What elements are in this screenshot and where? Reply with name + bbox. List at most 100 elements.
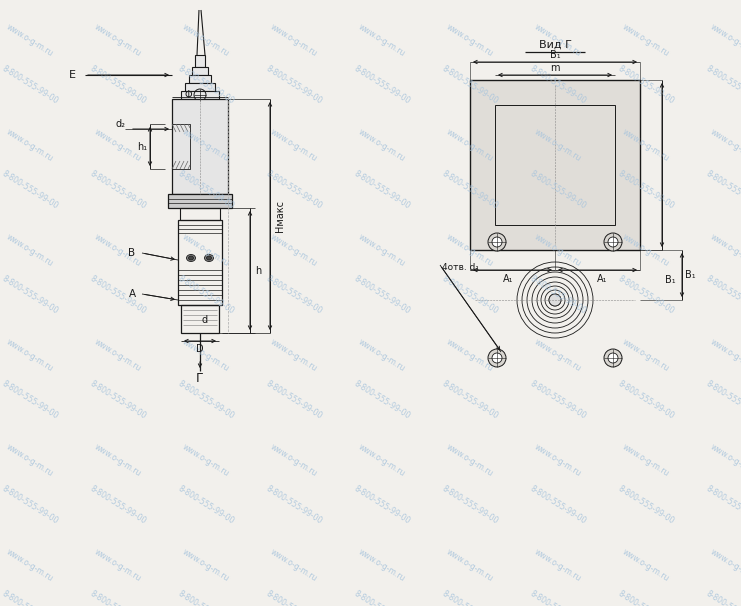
Text: 8-800-555-99-00: 8-800-555-99-00 [440,379,499,421]
Circle shape [608,353,618,363]
Text: www.o-g-m.ru: www.o-g-m.ru [93,442,143,478]
Text: D: D [196,344,204,354]
Text: www.o-g-m.ru: www.o-g-m.ru [357,442,407,478]
Text: 8-800-555-99-00: 8-800-555-99-00 [176,64,236,106]
Circle shape [604,233,622,251]
Text: 8-800-555-99-00: 8-800-555-99-00 [440,484,499,526]
Text: 8-800-555-99-00: 8-800-555-99-00 [265,274,324,316]
Text: www.o-g-m.ru: www.o-g-m.ru [357,547,407,583]
Bar [185,83,215,91]
Text: 8-800-555-99-00: 8-800-555-99-00 [440,589,499,606]
Text: www.o-g-m.ru: www.o-g-m.ru [93,127,143,163]
Text: 8-800-555-99-00: 8-800-555-99-00 [352,274,412,316]
Text: www.o-g-m.ru: www.o-g-m.ru [357,22,407,58]
Text: Вид Г: Вид Г [539,40,571,50]
Circle shape [488,349,506,367]
Text: www.o-g-m.ru: www.o-g-m.ru [181,22,231,58]
Text: 8-800-555-99-00: 8-800-555-99-00 [528,379,588,421]
Text: 8-800-555-99-00: 8-800-555-99-00 [88,379,147,421]
Text: 8-800-555-99-00: 8-800-555-99-00 [617,484,676,526]
Text: 8-800-555-99-00: 8-800-555-99-00 [176,484,236,526]
Text: 8-800-555-99-00: 8-800-555-99-00 [265,379,324,421]
Text: www.o-g-m.ru: www.o-g-m.ru [269,547,319,583]
Text: 8-800-555-99-00: 8-800-555-99-00 [704,64,741,106]
Text: www.o-g-m.ru: www.o-g-m.ru [357,232,407,268]
Circle shape [604,349,622,367]
Text: 8-800-555-99-00: 8-800-555-99-00 [617,64,676,106]
Text: www.o-g-m.ru: www.o-g-m.ru [181,547,231,583]
Text: www.o-g-m.ru: www.o-g-m.ru [709,442,741,478]
Circle shape [492,353,502,363]
Text: www.o-g-m.ru: www.o-g-m.ru [445,232,495,268]
Text: 8-800-555-99-00: 8-800-555-99-00 [0,589,60,606]
Text: 8-800-555-99-00: 8-800-555-99-00 [265,64,324,106]
Text: www.o-g-m.ru: www.o-g-m.ru [93,22,143,58]
Circle shape [492,237,502,247]
Text: www.o-g-m.ru: www.o-g-m.ru [181,127,231,163]
Text: 8-800-555-99-00: 8-800-555-99-00 [0,379,60,421]
Text: www.o-g-m.ru: www.o-g-m.ru [621,547,671,583]
Text: d: d [202,315,208,325]
Ellipse shape [187,255,196,262]
Bar [172,124,190,169]
Text: www.o-g-m.ru: www.o-g-m.ru [709,232,741,268]
Bar [180,208,220,220]
Text: www.o-g-m.ru: www.o-g-m.ru [269,337,319,373]
Text: www.o-g-m.ru: www.o-g-m.ru [357,127,407,163]
Text: www.o-g-m.ru: www.o-g-m.ru [269,442,319,478]
Text: www.o-g-m.ru: www.o-g-m.ru [709,22,741,58]
Text: www.o-g-m.ru: www.o-g-m.ru [5,547,55,583]
Circle shape [488,233,506,251]
Text: A: A [128,289,136,299]
Text: 8-800-555-99-00: 8-800-555-99-00 [704,169,741,211]
Text: B₁: B₁ [550,50,560,60]
Text: A₁: A₁ [597,274,608,284]
Bar [495,105,615,225]
Text: www.o-g-m.ru: www.o-g-m.ru [5,127,55,163]
Text: 8-800-555-99-00: 8-800-555-99-00 [352,169,412,211]
Text: 8-800-555-99-00: 8-800-555-99-00 [528,274,588,316]
Bar [470,80,640,250]
Text: www.o-g-m.ru: www.o-g-m.ru [93,547,143,583]
Text: www.o-g-m.ru: www.o-g-m.ru [269,22,319,58]
Ellipse shape [205,255,213,262]
Text: d₂: d₂ [115,119,125,129]
Text: 8-800-555-99-00: 8-800-555-99-00 [265,589,324,606]
Text: 8-800-555-99-00: 8-800-555-99-00 [704,484,741,526]
Text: 8-800-555-99-00: 8-800-555-99-00 [176,169,236,211]
Text: www.o-g-m.ru: www.o-g-m.ru [269,232,319,268]
Text: h: h [255,265,261,276]
Text: www.o-g-m.ru: www.o-g-m.ru [445,547,495,583]
Text: www.o-g-m.ru: www.o-g-m.ru [621,127,671,163]
Text: Hмакс: Hмакс [275,200,285,232]
Text: www.o-g-m.ru: www.o-g-m.ru [5,337,55,373]
Text: 4отв. d₁: 4отв. d₁ [442,264,479,273]
Text: A₁: A₁ [502,274,514,284]
Text: 8-800-555-99-00: 8-800-555-99-00 [704,274,741,316]
Text: www.o-g-m.ru: www.o-g-m.ru [445,22,495,58]
Text: 8-800-555-99-00: 8-800-555-99-00 [88,64,147,106]
Ellipse shape [188,256,193,260]
Text: www.o-g-m.ru: www.o-g-m.ru [621,22,671,58]
Text: 8-800-555-99-00: 8-800-555-99-00 [352,379,412,421]
Circle shape [608,237,618,247]
Text: 8-800-555-99-00: 8-800-555-99-00 [265,169,324,211]
Text: www.o-g-m.ru: www.o-g-m.ru [269,127,319,163]
Text: 8-800-555-99-00: 8-800-555-99-00 [176,274,236,316]
Text: B: B [128,248,136,258]
Text: Г: Г [196,373,204,385]
Text: 8-800-555-99-00: 8-800-555-99-00 [617,274,676,316]
Text: www.o-g-m.ru: www.o-g-m.ru [445,127,495,163]
Text: 8-800-555-99-00: 8-800-555-99-00 [0,64,60,106]
Text: 8-800-555-99-00: 8-800-555-99-00 [265,484,324,526]
Bar [195,55,205,67]
Text: h₁: h₁ [137,141,147,152]
Text: Φ: Φ [185,90,192,100]
Text: 8-800-555-99-00: 8-800-555-99-00 [528,589,588,606]
Text: www.o-g-m.ru: www.o-g-m.ru [533,232,583,268]
Text: www.o-g-m.ru: www.o-g-m.ru [709,127,741,163]
Text: www.o-g-m.ru: www.o-g-m.ru [181,232,231,268]
Text: 8-800-555-99-00: 8-800-555-99-00 [528,64,588,106]
Text: www.o-g-m.ru: www.o-g-m.ru [181,442,231,478]
Text: 8-800-555-99-00: 8-800-555-99-00 [88,589,147,606]
